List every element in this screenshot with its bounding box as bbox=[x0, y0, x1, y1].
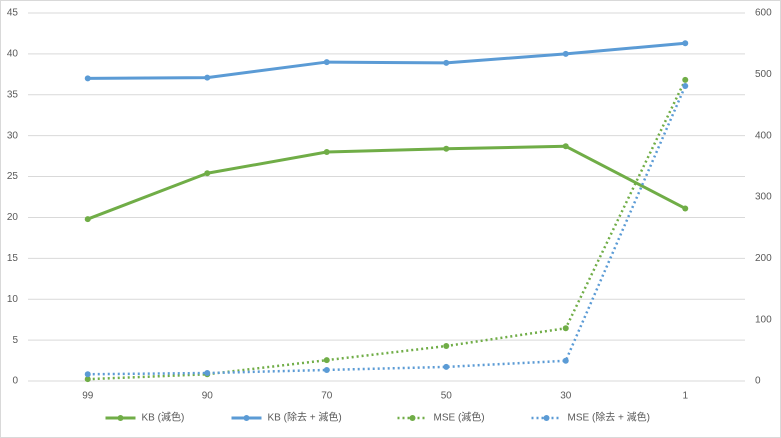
y2-tick-label: 300 bbox=[755, 192, 772, 203]
data-point bbox=[443, 145, 450, 152]
y-tick-label: 15 bbox=[7, 253, 19, 264]
series-line bbox=[87, 144, 686, 221]
data-point bbox=[562, 50, 569, 57]
data-point bbox=[562, 325, 569, 332]
y2-tick-label: 100 bbox=[755, 314, 772, 325]
y2-tick-label: 500 bbox=[755, 69, 772, 80]
data-point bbox=[562, 143, 569, 150]
x-tick-label: 30 bbox=[560, 391, 572, 402]
y-tick-label: 0 bbox=[12, 376, 18, 387]
y-tick-label: 45 bbox=[7, 8, 19, 19]
data-point bbox=[323, 149, 330, 156]
legend-label: MSE (除去 + 減色) bbox=[568, 411, 651, 424]
data-point bbox=[323, 366, 330, 373]
x-tick-label: 50 bbox=[441, 391, 453, 402]
data-point bbox=[682, 205, 689, 212]
legend-marker bbox=[543, 415, 550, 421]
series-line bbox=[87, 79, 687, 381]
x-tick-label: 99 bbox=[82, 391, 94, 402]
x-tick-label: 90 bbox=[202, 391, 214, 402]
data-point bbox=[682, 76, 689, 83]
data-point bbox=[204, 74, 211, 81]
y2-tick-label: 600 bbox=[755, 8, 772, 19]
y-tick-label: 40 bbox=[7, 49, 19, 60]
data-point bbox=[323, 59, 330, 66]
legend-marker bbox=[243, 415, 250, 421]
y-tick-label: 25 bbox=[7, 171, 19, 182]
data-point bbox=[84, 371, 91, 378]
data-point bbox=[204, 170, 211, 177]
legend-label: KB (減色) bbox=[142, 411, 185, 424]
legend-label: MSE (減色) bbox=[434, 411, 485, 424]
data-point bbox=[562, 357, 569, 364]
data-point bbox=[204, 370, 211, 377]
y2-tick-label: 200 bbox=[755, 253, 772, 264]
y-tick-label: 5 bbox=[12, 335, 18, 346]
data-point bbox=[443, 343, 450, 350]
legend-label: KB (除去 + 減色) bbox=[268, 411, 342, 424]
legend-marker bbox=[117, 415, 124, 421]
y-tick-label: 30 bbox=[7, 130, 19, 141]
y-tick-label: 10 bbox=[7, 294, 19, 305]
x-tick-label: 1 bbox=[682, 391, 688, 402]
data-point bbox=[84, 376, 91, 383]
y-tick-label: 20 bbox=[7, 212, 19, 223]
y2-tick-label: 0 bbox=[755, 376, 761, 387]
data-point bbox=[443, 363, 450, 370]
data-point bbox=[84, 75, 91, 82]
data-point bbox=[682, 40, 689, 47]
data-point bbox=[682, 82, 689, 89]
data-point bbox=[84, 216, 91, 223]
y-tick-label: 35 bbox=[7, 89, 19, 100]
data-point bbox=[323, 357, 330, 364]
y2-tick-label: 400 bbox=[755, 130, 772, 141]
series-line bbox=[87, 41, 686, 80]
x-tick-label: 70 bbox=[321, 391, 333, 402]
data-point bbox=[443, 59, 450, 66]
legend-marker bbox=[409, 415, 416, 421]
